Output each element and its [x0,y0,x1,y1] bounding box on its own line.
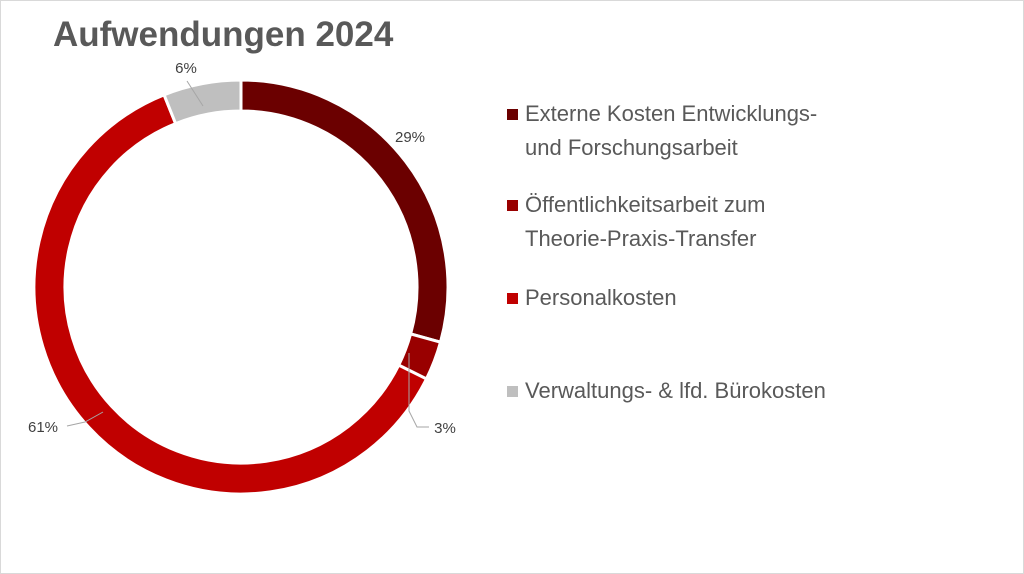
donut-slice-verwaltungskosten [162,78,243,126]
data-label-externe-kosten: 29% [395,129,425,146]
legend-swatch-personalkosten [507,293,518,304]
legend-label-verwaltungskosten: Verwaltungs- & lfd. Bürokosten [525,378,826,403]
leader-line-personalkosten [66,411,104,427]
leader-line-verwaltungskosten [186,80,204,107]
chart-title: Aufwendungen 2024 [53,15,394,54]
legend-swatch-externe-kosten [507,109,518,120]
legend-label-oeffentlichkeitsarbeit: Öffentlichkeitsarbeit zum Theorie-Praxis… [525,192,766,251]
leader-line-oeffentlichkeitsarbeit [408,353,429,428]
legend-label-personalkosten: Personalkosten [525,285,677,310]
legend-label-externe-kosten: Externe Kosten Entwicklungs- und Forschu… [525,101,818,160]
legend-swatch-verwaltungskosten [507,386,518,397]
data-label-oeffentlichkeitsarbeit: 3% [434,420,456,437]
donut-slice-personalkosten [32,92,429,496]
donut-slice-externe-kosten [239,78,450,345]
data-label-personalkosten: 61% [28,419,58,436]
data-label-verwaltungskosten: 6% [175,60,197,77]
legend-swatch-oeffentlichkeitsarbeit [507,200,518,211]
